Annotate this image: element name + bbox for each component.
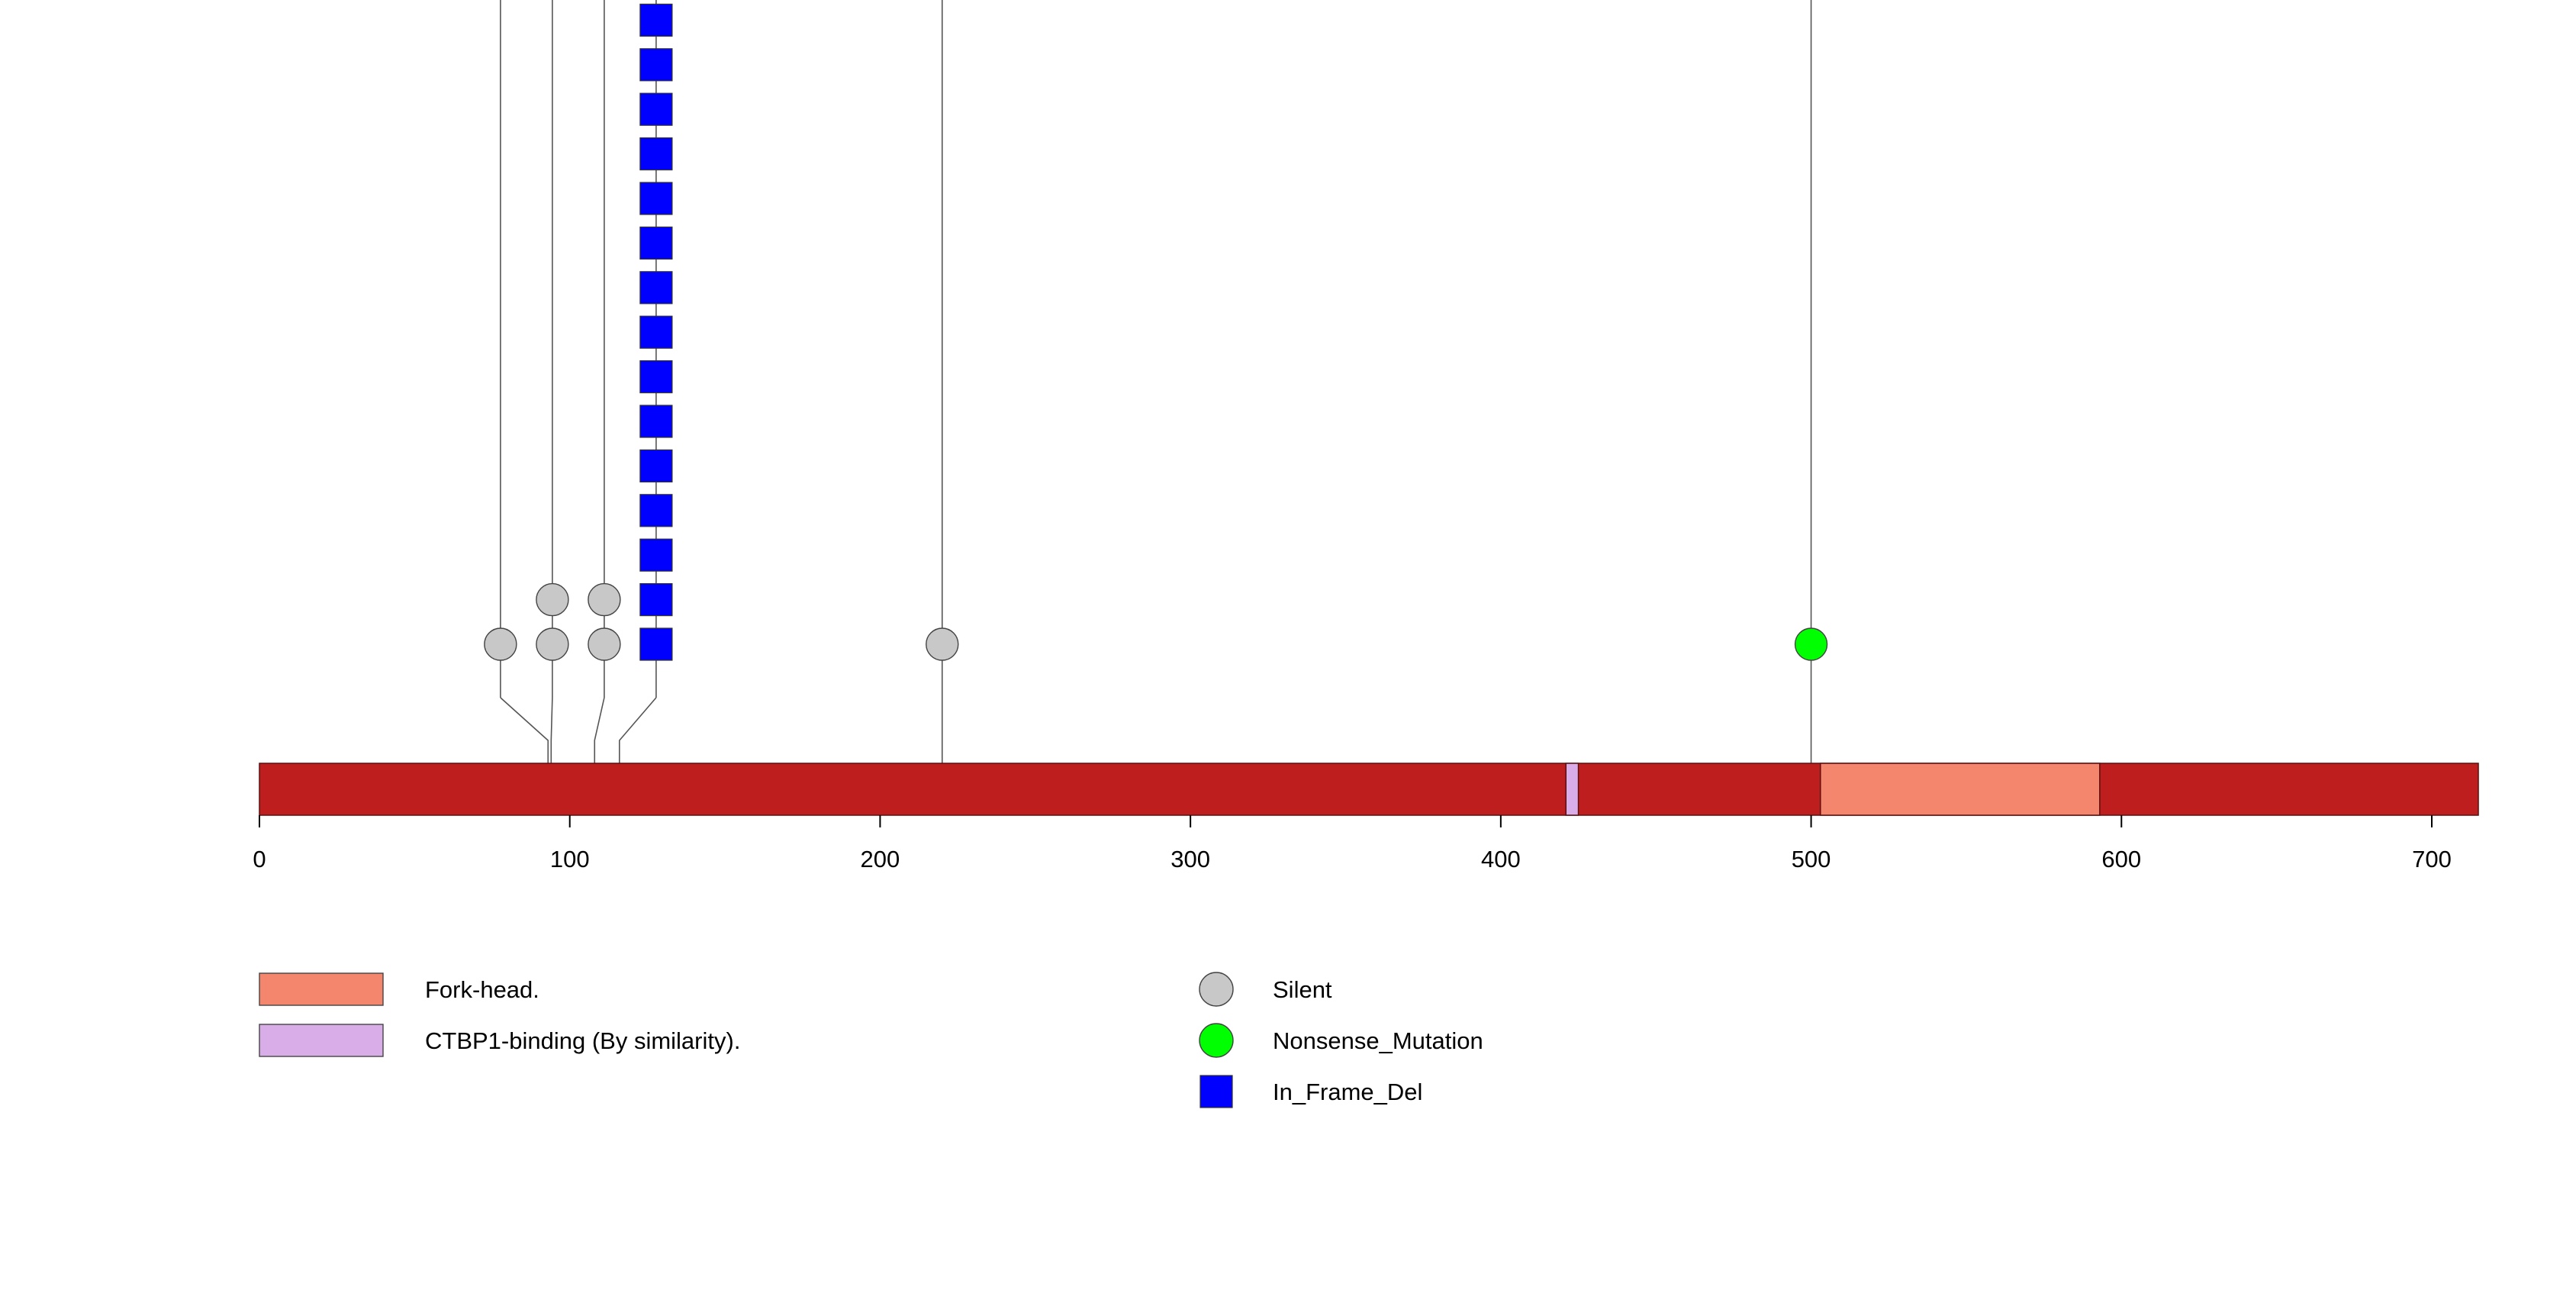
stems-layer xyxy=(500,0,1812,815)
legend: Fork-head. CTBP1-binding (By similarity).… xyxy=(259,972,1483,1108)
silent-marker xyxy=(536,582,569,617)
silent-marker xyxy=(536,627,569,661)
in-frame-del-marker xyxy=(639,92,673,126)
silent-marker xyxy=(484,627,517,661)
legend-swatch-ctbp1-binding-by-similarity xyxy=(259,1024,384,1057)
legend-swatch-fork-head xyxy=(259,972,384,1006)
nonsense-mutation-marker xyxy=(1794,627,1828,661)
in-frame-del-marker xyxy=(639,137,673,171)
in-frame-del-marker xyxy=(639,315,673,349)
in-frame-del-marker xyxy=(639,582,673,617)
x-tick-label: 600 xyxy=(2101,846,2141,872)
silent-marker xyxy=(588,582,621,617)
silent-marker xyxy=(588,627,621,661)
in-frame-del-marker xyxy=(639,3,673,37)
in-frame-del-marker xyxy=(639,449,673,483)
x-tick-label: 200 xyxy=(861,846,900,872)
x-tick-label: 700 xyxy=(2412,846,2452,872)
legend-symbol-in-frame-del xyxy=(1199,1075,1233,1108)
mutation-markers-layer xyxy=(484,3,1828,661)
in-frame-del-marker xyxy=(639,271,673,305)
protein-backbone-layer xyxy=(259,763,2479,816)
in-frame-del-marker xyxy=(639,494,673,527)
legend-symbol-silent xyxy=(1199,972,1234,1007)
in-frame-del-marker xyxy=(639,405,673,438)
in-frame-del-marker xyxy=(639,538,673,572)
in-frame-del-marker xyxy=(639,226,673,260)
x-tick-label: 100 xyxy=(550,846,590,872)
domain-fork-head xyxy=(1820,763,2101,816)
x-axis: 0 100 200 300 400 500 600 700 xyxy=(253,815,2452,872)
legend-label-silent: Silent xyxy=(1273,976,1332,1003)
x-tick-label: 0 xyxy=(253,846,266,872)
legend-symbol-nonsense-mutation xyxy=(1199,1023,1234,1058)
in-frame-del-marker xyxy=(639,627,673,661)
legend-label-fork-head: Fork-head. xyxy=(425,976,539,1003)
in-frame-del-marker xyxy=(639,182,673,215)
legend-label-in-frame-del: In_Frame_Del xyxy=(1273,1079,1422,1105)
x-tick-label: 400 xyxy=(1481,846,1521,872)
legend-label-nonsense-mutation: Nonsense_Mutation xyxy=(1273,1027,1483,1054)
legend-label-ctbp1-binding-by-similarity: CTBP1-binding (By similarity). xyxy=(425,1027,740,1054)
domain-ctbp1-binding-by-similarity xyxy=(1565,763,1579,816)
silent-marker xyxy=(926,627,959,661)
in-frame-del-marker xyxy=(639,48,673,82)
x-tick-label: 300 xyxy=(1170,846,1210,872)
protein-backbone xyxy=(259,763,2479,816)
in-frame-del-marker xyxy=(639,360,673,394)
x-tick-label: 500 xyxy=(1792,846,1831,872)
